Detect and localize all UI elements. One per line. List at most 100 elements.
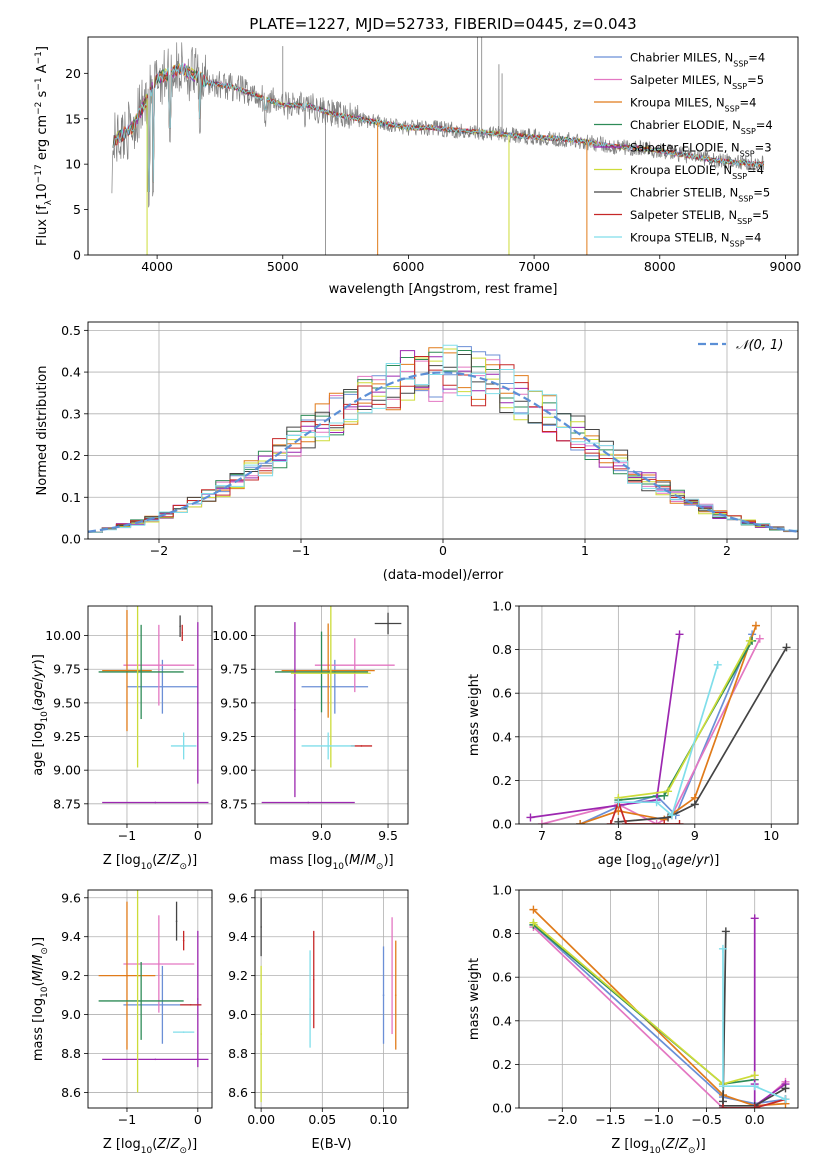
y-tick-label: 0.8 [492, 926, 512, 941]
x-axis-title: mass [log10(M/M⊙)] [269, 853, 393, 872]
y-tick-label: 9.25 [220, 729, 248, 744]
mass-weight-marker [529, 918, 538, 927]
mass-weight-line [609, 799, 680, 824]
y-tick-label: 8.6 [228, 1085, 248, 1100]
errorbar-point [391, 974, 393, 977]
mass-weight-marker [750, 1082, 759, 1091]
mass-weight-line [532, 922, 755, 1085]
y-tick-label: 9.0 [228, 1007, 248, 1022]
x-tick-label: 8 [614, 828, 622, 843]
errorbar-point [136, 672, 139, 675]
y-tick-label: 0.0 [492, 1101, 512, 1116]
y-tick-label: 9.6 [61, 890, 81, 905]
x-tick-label: 8000 [644, 259, 676, 274]
errorbar-point [126, 974, 128, 977]
y-axis-title: mass weight [467, 958, 482, 1040]
errorbar-point [312, 978, 315, 981]
x-axis-title: Z [log10(Z/Z⊙)] [103, 853, 197, 872]
x-axis-title: Z [log10(Z/Z⊙)] [611, 1137, 705, 1156]
y-tick-label: 8.8 [228, 1046, 248, 1061]
x-tick-label: 10 [763, 828, 779, 843]
errorbar-point [181, 632, 184, 634]
panel-massweight-vs-age: 7 8 9 10 0.0 0.2 0.4 0.6 0.8 1.0 age [log10(age/yr… [467, 599, 799, 872]
panel-mass-vs-Z: −1 0 8.6 8.8 9.0 9.2 9.4 9.6 Z [log10(Z/Z⊙)] mass… [31, 889, 213, 1156]
residual-histogram-series [88, 344, 798, 539]
panel-age-vs-mass: 9.0 9.5 8.75 9.00 9.25 9.50 9.75 10.00 mass [log… [212, 605, 409, 872]
legend-label: Chabrier STELIB, NSSP=5 [630, 186, 770, 204]
errorbar-point [140, 1000, 142, 1002]
errorbar-point [175, 920, 178, 922]
y-tick-label: 0.6 [492, 970, 512, 985]
y-tick-label: 15 [65, 111, 81, 126]
errorbar-point [136, 974, 139, 977]
mass-weight-marker [721, 927, 730, 936]
plot-area [98, 890, 209, 1093]
y-tick-label: 0.4 [61, 365, 81, 380]
axes-frame [87, 889, 213, 1109]
y-tick-label: 8.6 [61, 1085, 81, 1100]
x-tick-label: 0.0 [745, 1112, 765, 1127]
errorbar-point [179, 625, 181, 627]
y-tick-label: 9.6 [228, 890, 248, 905]
errorbar-point [260, 926, 262, 928]
y-tick-label: 9.2 [228, 968, 248, 983]
legend: 𝒩(0, 1) [698, 338, 783, 353]
y-tick-label: 0.2 [492, 773, 512, 788]
x-tick-label: 9 [691, 828, 699, 843]
axes-frame [518, 889, 799, 1109]
plot-area [529, 905, 790, 1108]
mass-weight-marker [667, 811, 676, 820]
x-tick-label: 0 [439, 543, 447, 558]
errorbar-point [360, 745, 363, 747]
plot-area [98, 606, 209, 804]
errorbar-point [154, 1058, 157, 1061]
legend-label: Kroupa STELIB, NSSP=4 [630, 231, 761, 249]
axes-frame [518, 605, 799, 825]
axes-frame [87, 321, 799, 540]
legend-label: Salpeter MILES, NSSP=5 [630, 73, 764, 91]
errorbar-point [158, 963, 160, 965]
mass-weight-marker [664, 787, 673, 796]
errorbar-point [382, 994, 385, 996]
x-tick-label: −1.0 [643, 1112, 673, 1127]
errorbar-point [320, 671, 323, 673]
y-tick-label: 1.0 [492, 599, 512, 614]
axis-ticks: −2 −1 0 1 2 0.0 0.1 0.2 0.3 0.4 0.5 [61, 322, 798, 558]
errorbar-point [260, 1033, 262, 1035]
mass-weight-marker [660, 791, 669, 800]
axis-ticks: 0.00 0.05 0.10 8.6 8.8 9.0 9.2 9.4 9.6 [228, 890, 408, 1127]
mass-weight-line [618, 664, 719, 817]
legend: Chabrier MILES, NSSP=4 Salpeter MILES, NS… [594, 51, 773, 249]
errorbar-point [294, 708, 296, 711]
axis-ticks: −1 0 8.6 8.8 9.0 9.2 9.4 9.6 [61, 890, 212, 1127]
y-tick-label: 9.00 [220, 763, 248, 778]
errorbar-point [387, 622, 389, 625]
plot-area [526, 621, 791, 824]
mass-weight-marker [713, 660, 722, 669]
x-tick-label: 2 [723, 543, 731, 558]
axis-ticks: −2.0 −1.5 −1.0 −0.5 0.0 0.0 0.2 0.4 0.6 0.8 1.0 [492, 883, 798, 1127]
errorbar-point [307, 801, 310, 804]
errorbar-point [126, 669, 128, 672]
figure-title: PLATE=1227, MJD=52733, FIBERID=0445, z=0… [249, 15, 636, 33]
y-tick-label: 1.0 [492, 883, 512, 898]
errorbar-point [394, 994, 397, 996]
mass-weight-marker [782, 643, 791, 652]
x-tick-label: 0.00 [247, 1112, 275, 1127]
errorbar-point [327, 745, 329, 747]
mass-weight-marker [718, 1104, 727, 1108]
y-tick-label: 9.00 [53, 763, 81, 778]
x-axis-title: (data-model)/error [383, 568, 504, 583]
errorbar-point [353, 664, 356, 667]
x-axis-title: wavelength [Angstrom, rest frame] [329, 282, 558, 297]
y-tick-label: 9.50 [220, 695, 248, 710]
x-tick-label: 1 [581, 543, 589, 558]
panel-age-vs-Z: −1 0 8.75 9.00 9.25 9.50 9.75 10.00 Z [log10(Z/Z… [31, 605, 213, 872]
plot-area [111, 37, 765, 255]
x-tick-label: −1.5 [595, 1112, 625, 1127]
mass-weight-marker [675, 630, 684, 639]
mass-weight-marker [660, 820, 669, 824]
errorbar-point [327, 669, 329, 672]
x-tick-label: 7 [538, 828, 546, 843]
